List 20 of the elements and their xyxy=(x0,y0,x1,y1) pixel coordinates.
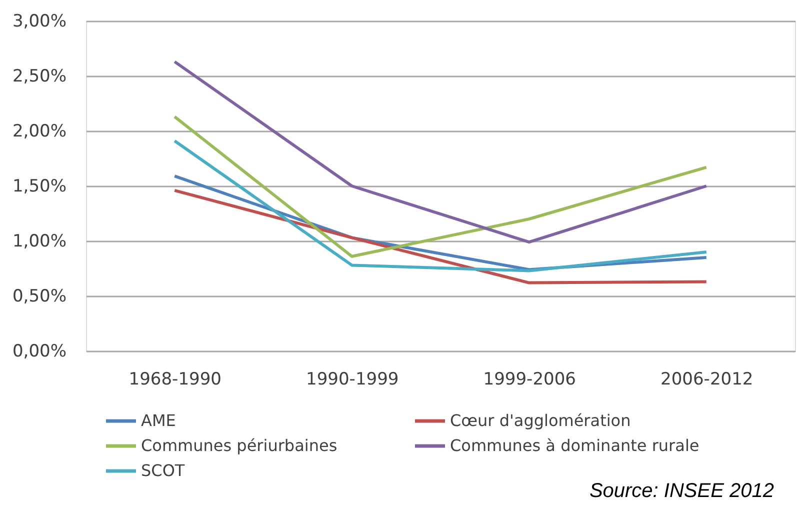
line-series xyxy=(173,188,708,284)
source-note: Source: INSEE 2012 xyxy=(589,480,774,502)
y-tick-label: 0,50% xyxy=(12,286,66,306)
legend-label: Cœur d'agglomération xyxy=(450,411,631,430)
legend-label: Communes à dominante rurale xyxy=(450,436,700,455)
x-tick-label: 1999-2006 xyxy=(483,370,576,390)
x-tick-label: 1990-1999 xyxy=(306,370,399,390)
legend-label: Communes périurbaines xyxy=(141,436,338,455)
y-tick-label: 1,50% xyxy=(12,176,66,196)
x-tick-label: 2006-2012 xyxy=(660,370,754,390)
y-tick-label: 2,50% xyxy=(12,66,66,86)
legend-label: AME xyxy=(141,411,176,430)
y-tick-label: 3,00% xyxy=(12,12,66,32)
y-tick-label: 0,00% xyxy=(12,342,66,362)
line-series xyxy=(173,115,708,258)
legend-label: SCOT xyxy=(141,461,185,480)
line-series xyxy=(173,139,708,272)
x-tick-label: 1968-1990 xyxy=(128,370,222,390)
y-tick-label: 1,00% xyxy=(12,232,66,252)
y-tick-label: 2,00% xyxy=(12,122,66,142)
